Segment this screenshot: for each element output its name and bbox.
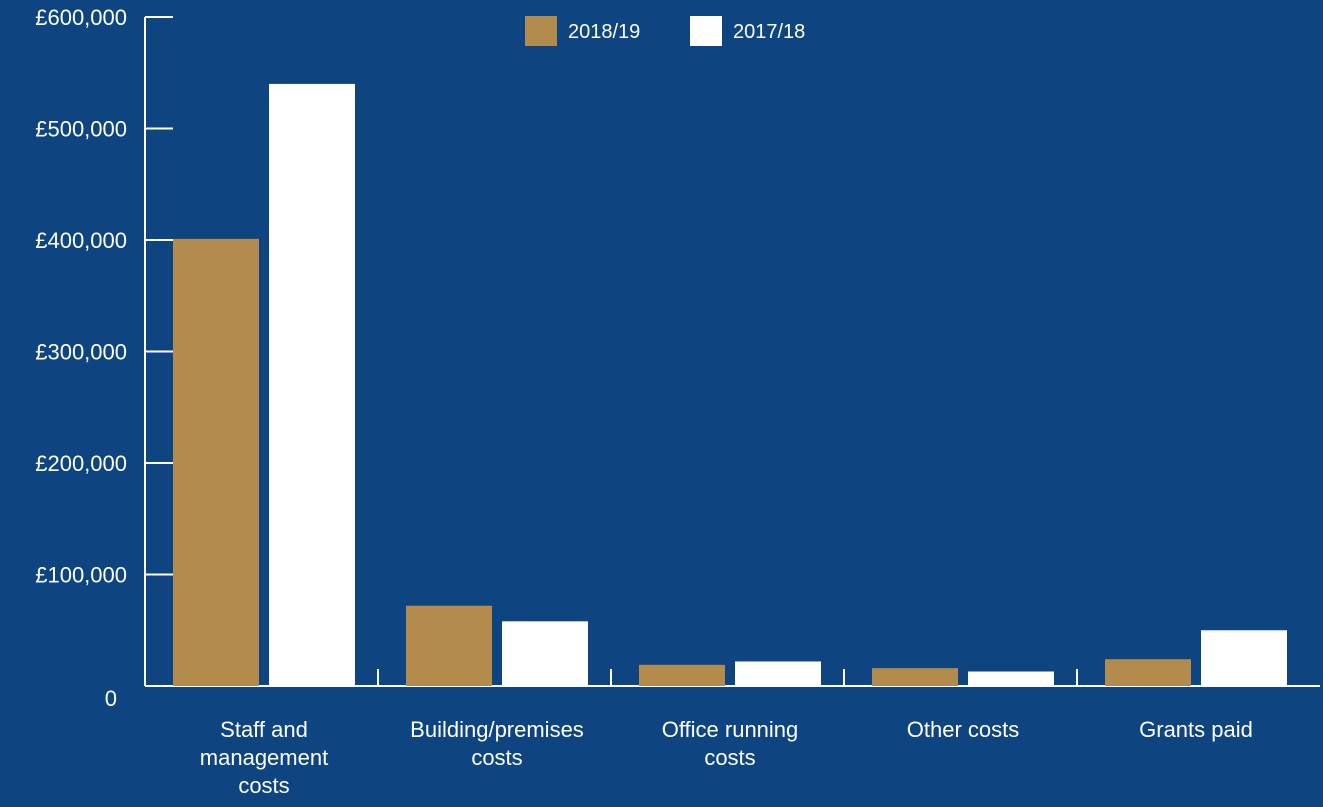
x-category-label: Staff and management costs <box>200 717 328 798</box>
y-axis-ticks: 0 £100,000 £200,000 £300,000 £400,000 £500,00… <box>35 5 173 711</box>
legend-label: 2018/19 <box>568 21 640 43</box>
x-category-label: Grants paid <box>1139 717 1253 742</box>
bar-2018-19-3 <box>872 668 958 686</box>
legend-swatch <box>690 16 722 46</box>
y-tick-label: £300,000 <box>35 340 127 365</box>
bar-2017-18-2 <box>735 661 821 686</box>
x-category-label: Office running costs <box>662 717 799 770</box>
x-category-label: Other costs <box>907 717 1019 742</box>
legend-label: 2017/18 <box>733 21 805 43</box>
bar-2017-18-1 <box>502 621 588 686</box>
legend: 2018/19 2017/18 <box>525 16 805 46</box>
bar-2018-19-2 <box>639 664 725 686</box>
y-tick-label: 0 <box>105 686 117 711</box>
bar-2018-19-0 <box>173 238 259 686</box>
legend-swatch <box>525 16 557 46</box>
bar-2017-18-0 <box>269 83 355 686</box>
y-tick-label: £200,000 <box>35 451 127 476</box>
bar-2017-18-3 <box>968 671 1054 686</box>
x-axis-labels: Staff and management costs Building/premise… <box>200 717 1253 798</box>
y-tick-label: £500,000 <box>35 117 127 142</box>
y-tick-label: £600,000 <box>35 5 127 30</box>
y-tick-label: £400,000 <box>35 228 127 253</box>
x-category-label: Building/premises costs <box>410 717 584 770</box>
bar-2018-19-1 <box>406 605 492 686</box>
bars <box>173 83 1287 686</box>
y-tick-label: £100,000 <box>35 563 127 588</box>
bar-2017-18-4 <box>1201 630 1287 686</box>
bar-2018-19-4 <box>1105 659 1191 686</box>
